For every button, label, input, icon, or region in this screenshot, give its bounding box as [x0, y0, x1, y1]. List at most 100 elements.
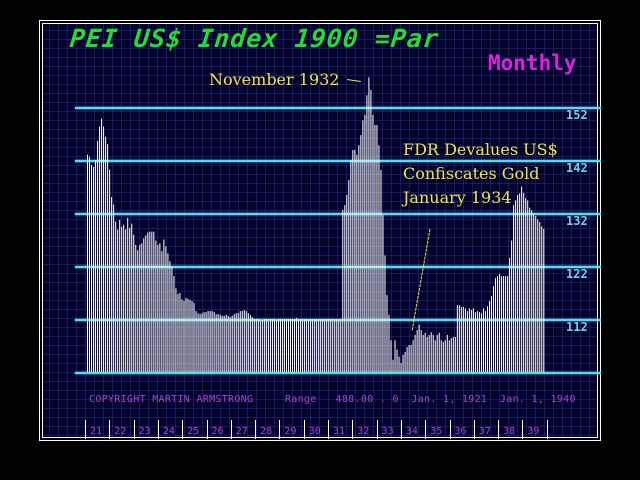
bar	[390, 340, 392, 372]
bar	[143, 238, 145, 372]
bar	[245, 311, 247, 372]
bar	[277, 319, 279, 372]
bar	[454, 337, 456, 372]
bar	[489, 301, 490, 372]
bar	[157, 244, 159, 372]
bar	[382, 215, 384, 372]
bar	[422, 334, 424, 372]
bar	[464, 308, 466, 372]
bar	[304, 319, 306, 372]
bar	[288, 319, 289, 372]
bar	[217, 314, 219, 372]
bar	[420, 330, 422, 372]
year-tick-31: 31	[328, 420, 352, 439]
bar	[171, 266, 173, 372]
bar	[231, 315, 233, 372]
year-tick-end	[546, 420, 552, 439]
bar	[253, 319, 255, 372]
bar	[470, 310, 472, 372]
year-tick-39: 39	[522, 420, 546, 439]
bar	[406, 347, 408, 372]
gridline-152	[75, 107, 601, 109]
bar	[109, 169, 111, 372]
bar	[203, 312, 205, 372]
bar	[372, 114, 374, 373]
year-tick-27: 27	[230, 420, 255, 439]
bar	[531, 210, 533, 372]
year-tick-32: 32	[352, 420, 376, 439]
bar	[328, 319, 330, 372]
bar	[267, 319, 269, 372]
bar	[400, 363, 402, 372]
bar	[344, 205, 346, 372]
bar	[193, 303, 195, 372]
bar	[195, 311, 197, 372]
bar	[402, 355, 404, 372]
bar	[235, 313, 237, 372]
bar	[535, 216, 537, 372]
bar	[428, 334, 430, 372]
bar	[241, 311, 243, 372]
bar	[219, 314, 221, 372]
bar	[318, 319, 320, 372]
bar	[478, 312, 480, 372]
bar	[324, 319, 326, 372]
bar	[229, 316, 231, 372]
bar	[243, 310, 245, 372]
bar	[105, 136, 107, 372]
end-date: Jan. 1, 1940	[499, 394, 576, 405]
range-label: Range	[284, 394, 317, 405]
bar	[298, 319, 300, 372]
bar	[358, 145, 360, 372]
bar	[466, 311, 468, 372]
bar	[336, 319, 338, 372]
bar	[539, 222, 541, 372]
bar	[388, 314, 390, 372]
bar	[135, 244, 137, 372]
bar	[517, 195, 519, 372]
bar	[414, 334, 416, 372]
bar	[468, 308, 470, 372]
bar	[338, 319, 340, 372]
bar	[139, 244, 141, 372]
year-tick-28: 28	[255, 420, 279, 439]
bar	[392, 359, 394, 372]
bar	[129, 227, 131, 372]
bar	[199, 314, 201, 372]
bar	[460, 306, 462, 372]
bar	[127, 217, 129, 372]
bar	[513, 205, 515, 372]
bar	[99, 126, 101, 372]
bar	[181, 299, 183, 372]
bar	[426, 337, 428, 372]
bar	[187, 298, 189, 372]
y-label-152: 152	[566, 108, 588, 122]
bar	[366, 95, 368, 373]
bar	[87, 154, 88, 372]
bar	[314, 319, 316, 372]
bar	[322, 319, 324, 372]
bar	[290, 319, 292, 372]
bar	[354, 149, 356, 372]
bar	[265, 319, 267, 372]
bar	[440, 340, 442, 372]
gridline-122	[75, 266, 601, 268]
bar	[261, 320, 263, 372]
bar	[394, 340, 396, 372]
year-tick-38: 38	[498, 420, 522, 439]
bar	[316, 319, 318, 372]
bar	[255, 319, 257, 372]
bar	[342, 209, 344, 372]
bar	[444, 340, 446, 372]
bar	[523, 192, 525, 372]
bar	[161, 251, 163, 372]
annotation-line-2: Confiscates Gold	[403, 164, 540, 183]
bar	[456, 305, 458, 372]
bar	[149, 231, 151, 372]
bar	[221, 315, 223, 372]
bar	[529, 207, 531, 372]
bar	[227, 315, 229, 372]
year-tick-26: 26	[206, 420, 231, 439]
bar	[416, 330, 418, 372]
bar	[509, 258, 511, 373]
